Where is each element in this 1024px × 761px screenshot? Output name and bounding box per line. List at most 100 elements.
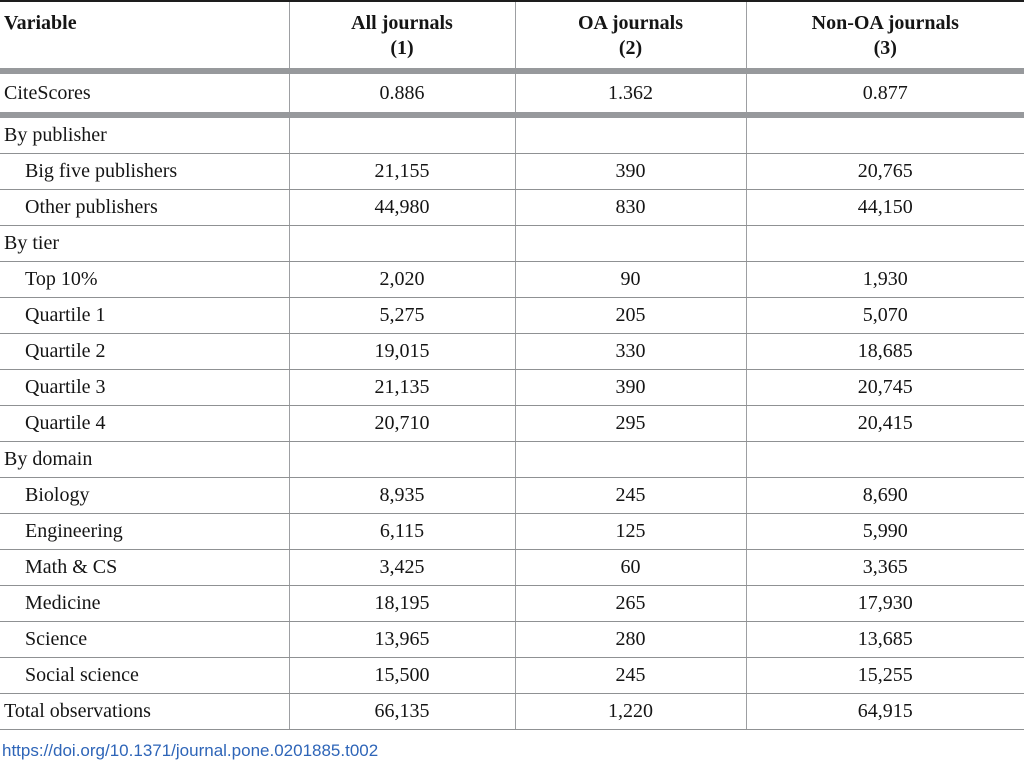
column-number: (2) (618, 37, 643, 59)
cell-value: 245 (514, 477, 746, 514)
cell-value: 18,195 (288, 585, 515, 622)
table-row: Big five publishers 21,155 390 20,765 (0, 153, 1024, 190)
table-row: Math & CS 3,425 60 3,365 (0, 549, 1024, 586)
row-label: Quartile 3 (0, 369, 289, 406)
table-row-section: By tier (0, 225, 1024, 262)
table-row: Quartile 1 5,275 205 5,070 (0, 297, 1024, 334)
cell-value: 44,150 (745, 189, 1024, 226)
cell-value: 15,500 (288, 657, 515, 694)
cell-value: 245 (514, 657, 746, 694)
cell-value: 3,365 (745, 549, 1024, 586)
row-label: Big five publishers (0, 153, 289, 190)
cell-value: 13,965 (288, 621, 515, 658)
cell-value (288, 225, 515, 262)
cell-value: 0.886 (288, 74, 515, 112)
table-row: Engineering 6,115 125 5,990 (0, 513, 1024, 550)
cell-value: 390 (514, 369, 746, 406)
cell-value: 60 (514, 549, 746, 586)
cell-value: 13,685 (745, 621, 1024, 658)
cell-value: 205 (514, 297, 746, 334)
table-row: Quartile 3 21,135 390 20,745 (0, 369, 1024, 406)
table-row-total: Total observations 66,135 1,220 64,915 (0, 693, 1024, 730)
cell-value: 18,685 (745, 333, 1024, 370)
cell-value: 64,915 (745, 693, 1024, 730)
cell-value: 21,135 (288, 369, 515, 406)
column-label: OA journals (577, 12, 684, 34)
cell-value: 280 (514, 621, 746, 658)
cell-value: 1,930 (745, 261, 1024, 298)
row-label: Other publishers (0, 189, 289, 226)
row-label: Total observations (0, 693, 289, 730)
column-label: Variable (4, 12, 77, 34)
cell-value (745, 441, 1024, 478)
cell-value: 390 (514, 153, 746, 190)
doi-link[interactable]: https://doi.org/10.1371/journal.pone.020… (2, 741, 379, 760)
column-header-non-oa-journals: Non-OA journals (3) (745, 1, 1024, 68)
cell-value: 8,690 (745, 477, 1024, 514)
cell-value (288, 441, 515, 478)
table-row: Social science 15,500 245 15,255 (0, 657, 1024, 694)
table-row: Quartile 2 19,015 330 18,685 (0, 333, 1024, 370)
table-row-citescores: CiteScores 0.886 1.362 0.877 (0, 74, 1024, 112)
cell-value: 3,425 (288, 549, 515, 586)
cell-value: 21,155 (288, 153, 515, 190)
cell-value: 20,415 (745, 405, 1024, 442)
cell-value (745, 225, 1024, 262)
cell-value: 125 (514, 513, 746, 550)
header-row: Variable All journals (1) OA journals (2) … (0, 1, 1024, 68)
row-label: Quartile 4 (0, 405, 289, 442)
column-header-variable: Variable (0, 1, 289, 68)
cell-value: 265 (514, 585, 746, 622)
cell-value (514, 118, 746, 154)
cell-value: 90 (514, 261, 746, 298)
cell-value: 5,990 (745, 513, 1024, 550)
doi-caption: https://doi.org/10.1371/journal.pone.020… (2, 741, 1024, 761)
column-number: (3) (873, 37, 897, 59)
table-row: Quartile 4 20,710 295 20,415 (0, 405, 1024, 442)
thick-divider-bar (0, 112, 1024, 118)
row-label: Social science (0, 657, 289, 694)
column-header-all-journals: All journals (1) (288, 1, 515, 68)
cell-value: 20,765 (745, 153, 1024, 190)
cell-value: 295 (514, 405, 746, 442)
cell-value: 66,135 (288, 693, 515, 730)
row-label: CiteScores (4, 81, 91, 104)
table-row: Biology 8,935 245 8,690 (0, 477, 1024, 514)
cell-value: 2,020 (288, 261, 515, 298)
row-label: Math & CS (0, 549, 289, 586)
row-label: By publisher (0, 118, 289, 154)
column-label: All journals (351, 12, 453, 34)
row-label: Quartile 2 (0, 333, 289, 370)
row-label: Engineering (0, 513, 289, 550)
cell-value: 830 (514, 189, 746, 226)
cell-value: 17,930 (745, 585, 1024, 622)
table-row: Science 13,965 280 13,685 (0, 621, 1024, 658)
cell-value: 19,015 (288, 333, 515, 370)
cell-value: 8,935 (288, 477, 515, 514)
cell-value: 6,115 (288, 513, 515, 550)
thick-divider-bar (0, 68, 1024, 74)
table-row-section: By domain (0, 441, 1024, 478)
cell-value: 1.362 (514, 74, 746, 112)
cell-value: 44,980 (288, 189, 515, 226)
cell-value: 20,745 (745, 369, 1024, 406)
column-header-oa-journals: OA journals (2) (514, 1, 746, 68)
cell-value: 15,255 (745, 657, 1024, 694)
column-label: Non-OA journals (811, 12, 959, 34)
table-row: Top 10% 2,020 90 1,930 (0, 261, 1024, 298)
cell-value: 330 (514, 333, 746, 370)
row-label: Quartile 1 (0, 297, 289, 334)
cell-value: 1,220 (514, 693, 746, 730)
cell-value: 20,710 (288, 405, 515, 442)
table-row: Medicine 18,195 265 17,930 (0, 585, 1024, 622)
row-label: By domain (0, 441, 289, 478)
cell-value: 5,070 (745, 297, 1024, 334)
column-number: (1) (390, 37, 414, 59)
row-label: Top 10% (0, 261, 289, 298)
row-label: Biology (0, 477, 289, 514)
cell-value (514, 441, 746, 478)
summary-statistics-table: Variable All journals (1) OA journals (2) … (0, 0, 1024, 730)
row-label: Medicine (0, 585, 289, 622)
cell-value: 0.877 (745, 74, 1024, 112)
table-row: Other publishers 44,980 830 44,150 (0, 189, 1024, 226)
